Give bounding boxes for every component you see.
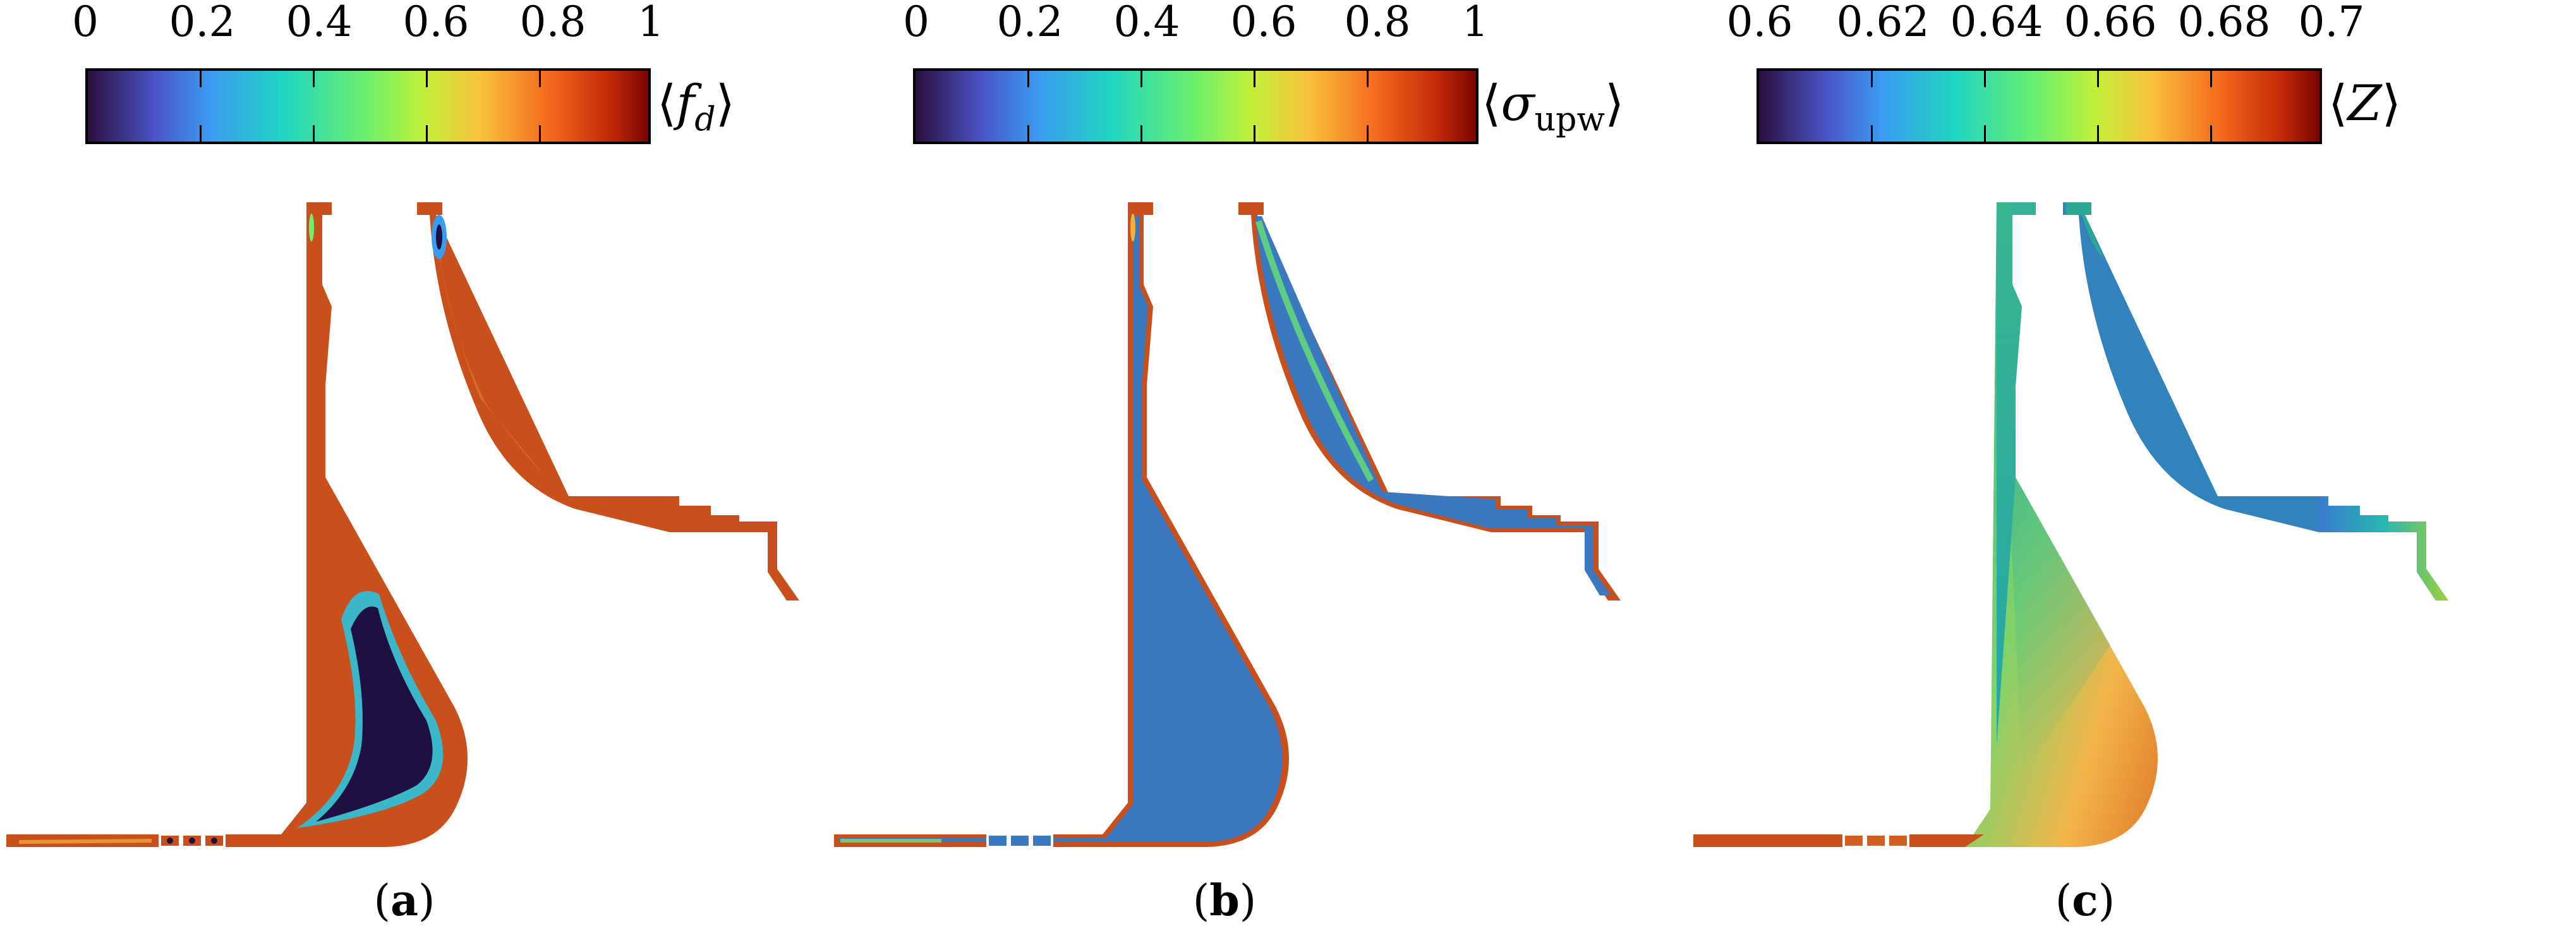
panel-caption: (a)	[373, 875, 435, 926]
colorbar-tick: 0	[72, 0, 99, 46]
colorbar-quantity-label: ⟨fd⟩	[657, 75, 735, 139]
colorbar-tick: 0.66	[2064, 0, 2157, 46]
colorbar-tick: 0.8	[519, 0, 586, 46]
injector-holes	[986, 833, 1053, 848]
outlet-duct	[1238, 202, 1621, 601]
injector-holes	[1842, 833, 1909, 848]
colorbar-tick: 1	[1462, 0, 1489, 46]
contour-plot-fd	[6, 202, 799, 848]
colorbar-quantity-label: ⟨Z⟩	[2328, 75, 2402, 132]
colorbar-tick: 0.4	[1113, 0, 1180, 46]
panel-caption: (b)	[1192, 875, 1257, 926]
colorbar-tick: 0.6	[1230, 0, 1297, 46]
contour-plot-sigma-upw	[834, 202, 1621, 848]
colorbar-tick: 1	[638, 0, 664, 46]
panel-c: 0.6 0.62 0.64 0.66 0.68 0.7 ⟨Z⟩ (c)	[1668, 0, 2527, 945]
contour-plot-mixture-fraction	[1693, 202, 2448, 848]
colorbar-tick: 0.8	[1344, 0, 1411, 46]
colorbar-tick: 0.64	[1950, 0, 2043, 46]
colorbar	[85, 68, 651, 144]
outlet-duct	[417, 202, 799, 601]
colorbar-tick: 0.2	[996, 0, 1063, 46]
colorbar	[913, 68, 1478, 144]
colorbar-tick: 0.62	[1836, 0, 1930, 46]
combustor-body	[6, 202, 468, 847]
colorbar	[1757, 68, 2322, 144]
panel-b: 0 0.2 0.4 0.6 0.8 1 ⟨σupw⟩ (b)	[828, 0, 1686, 945]
colorbar-tick: 0.6	[1726, 0, 1793, 46]
panel-caption: (c)	[2055, 875, 2115, 926]
colorbar-tick: 0.6	[402, 0, 469, 46]
colorbar-quantity-label: ⟨σupw⟩	[1482, 75, 1624, 139]
colorbar-tick: 0.4	[286, 0, 353, 46]
colorbar-tick: 0.2	[169, 0, 236, 46]
colorbar-tick: 0.7	[2298, 0, 2365, 46]
colorbar-tick: 0.68	[2177, 0, 2271, 46]
panel-a: 0 0.2 0.4 0.6 0.8 1 ⟨fd⟩ (a)	[0, 0, 859, 945]
colorbar-tick: 0	[903, 0, 929, 46]
combustor-body	[1965, 202, 2158, 847]
outlet-duct	[2063, 202, 2448, 601]
